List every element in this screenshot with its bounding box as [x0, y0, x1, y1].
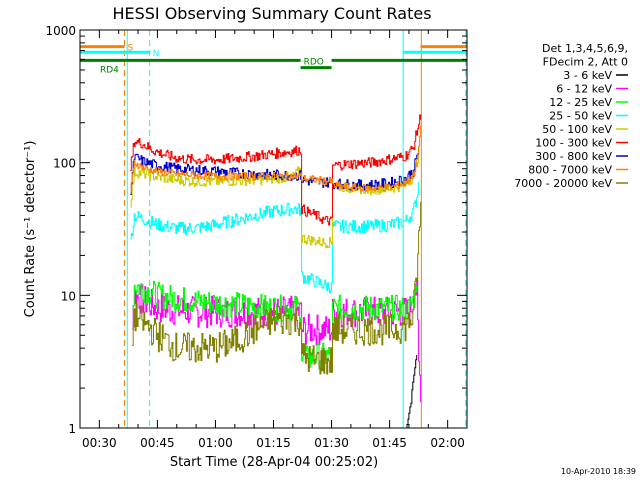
- status-bar-label-n: N: [153, 49, 160, 59]
- legend-label-6: 300 - 800 keV: [535, 150, 612, 163]
- status-bar-label-rd4: RD4: [100, 66, 119, 76]
- x-tick-label-5: 01:45: [372, 436, 407, 450]
- y-tick-label-3: 1000: [45, 24, 76, 38]
- chart-title: HESSI Observing Summary Count Rates: [112, 4, 431, 23]
- x-tick-label-1: 00:45: [140, 436, 175, 450]
- series-line-2: [132, 280, 418, 370]
- legend-label-4: 50 - 100 keV: [542, 123, 612, 136]
- y-tick-label-2: 100: [53, 157, 76, 171]
- status-bar-label-rdo: RDO: [304, 57, 324, 67]
- series-line-5: [130, 114, 422, 226]
- x-tick-label-4: 01:30: [314, 436, 349, 450]
- y-axis-label: Count Rate (s⁻¹ detector⁻¹): [23, 141, 38, 318]
- legend-label-2: 12 - 25 keV: [549, 96, 612, 109]
- legend-header-1: FDecim 2, Att 0: [543, 56, 628, 69]
- legend-label-0: 3 - 6 keV: [563, 69, 612, 82]
- status-bar-label-s: S: [128, 44, 134, 54]
- plot-marks: S N RDO RD4: [80, 30, 468, 429]
- legend-label-7: 800 - 7000 keV: [528, 164, 612, 177]
- axes: 00:30 00:45 01:00 01:15 01:30 01:45 02:00 1 10 10…: [45, 24, 468, 450]
- y-tick-label-0: 1: [68, 422, 76, 436]
- x-tick-label-6: 02:00: [430, 436, 465, 450]
- x-tick-label-0: 00:30: [82, 436, 117, 450]
- footer-timestamp: 10-Apr-2010 18:39: [560, 467, 636, 476]
- series-line-4: [130, 147, 420, 249]
- y-tick-label-1: 10: [61, 289, 76, 303]
- series-line-8: [132, 201, 422, 375]
- x-tick-label-2: 01:00: [198, 436, 233, 450]
- legend-label-3: 25 - 50 keV: [549, 110, 612, 123]
- legend: Det 1,3,4,5,6,9,FDecim 2, Att 03 - 6 keV…: [514, 42, 628, 190]
- series-line-7: [130, 125, 422, 194]
- series-line-3: [130, 181, 420, 294]
- x-tick-label-3: 01:15: [256, 436, 291, 450]
- plot-frame: [79, 29, 468, 429]
- legend-label-8: 7000 - 20000 keV: [514, 177, 612, 190]
- legend-label-1: 6 - 12 keV: [556, 83, 612, 96]
- legend-label-5: 100 - 300 keV: [535, 137, 612, 150]
- x-axis-label: Start Time (28-Apr-04 00:25:02): [170, 455, 378, 470]
- series-line-0: [405, 355, 418, 429]
- legend-header-0: Det 1,3,4,5,6,9,: [542, 42, 628, 55]
